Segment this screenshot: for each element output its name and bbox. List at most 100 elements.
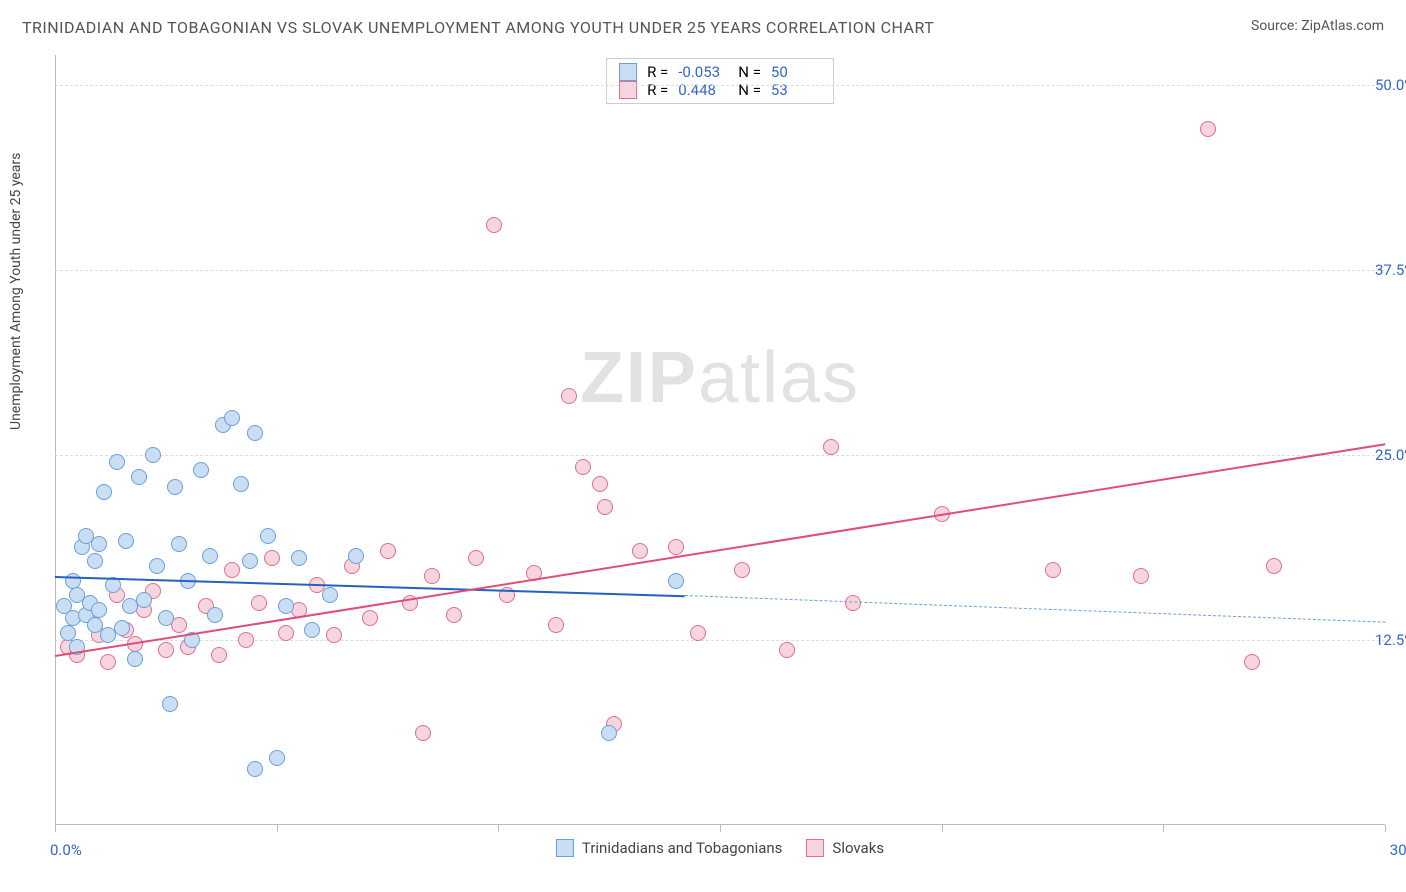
data-point	[1133, 568, 1149, 584]
data-point	[548, 617, 564, 633]
data-point	[131, 469, 147, 485]
data-point	[109, 454, 125, 470]
data-point	[136, 592, 152, 608]
data-point	[690, 625, 706, 641]
x-tick	[1385, 825, 1386, 832]
y-tick-label: 50.0%	[1375, 76, 1406, 94]
data-point	[207, 607, 223, 623]
x-tick	[1163, 825, 1164, 832]
data-point	[1244, 654, 1260, 670]
x-tick-label-max: 30.0%	[1390, 841, 1406, 859]
data-point	[247, 425, 263, 441]
data-point	[91, 536, 107, 552]
data-point	[561, 388, 577, 404]
y-tick-label: 12.5%	[1375, 631, 1406, 649]
data-point	[118, 533, 134, 549]
data-point	[1200, 121, 1216, 137]
data-point	[233, 476, 249, 492]
bottom-legend: Trinidadians and Tobagonians Slovaks	[556, 839, 884, 857]
data-point	[158, 642, 174, 658]
data-point	[114, 620, 130, 636]
data-point	[149, 558, 165, 574]
data-point	[468, 550, 484, 566]
data-point	[171, 536, 187, 552]
data-point	[291, 550, 307, 566]
data-point	[260, 528, 276, 544]
x-tick-label-min: 0.0%	[50, 841, 82, 859]
data-point	[424, 568, 440, 584]
data-point	[1266, 558, 1282, 574]
data-point	[96, 484, 112, 500]
data-point	[269, 750, 285, 766]
data-point	[823, 439, 839, 455]
data-point	[91, 602, 107, 618]
data-point	[326, 627, 342, 643]
data-point	[100, 654, 116, 670]
x-tick	[55, 825, 56, 832]
data-point	[1045, 562, 1061, 578]
legend-label-0: Trinidadians and Tobagonians	[582, 839, 782, 857]
data-point	[592, 476, 608, 492]
data-point	[211, 647, 227, 663]
data-point	[845, 595, 861, 611]
legend-item-0: Trinidadians and Tobagonians	[556, 839, 782, 857]
y-axis-label: Unemployment Among Youth under 25 years	[8, 153, 24, 430]
data-point	[575, 459, 591, 475]
data-point	[145, 447, 161, 463]
data-point	[322, 587, 338, 603]
data-point	[158, 610, 174, 626]
data-point	[348, 548, 364, 564]
trend-line	[55, 443, 1385, 657]
data-point	[278, 598, 294, 614]
y-tick-label: 37.5%	[1375, 261, 1406, 279]
legend-item-1: Slovaks	[806, 839, 884, 857]
data-point	[601, 725, 617, 741]
data-point	[238, 632, 254, 648]
watermark: ZIPatlas	[580, 337, 860, 419]
trend-line-dashed	[685, 595, 1385, 623]
data-point	[242, 553, 258, 569]
data-point	[597, 499, 613, 515]
data-point	[202, 548, 218, 564]
data-point	[251, 595, 267, 611]
data-point	[247, 761, 263, 777]
grid-line	[55, 85, 1385, 86]
x-tick	[498, 825, 499, 832]
grid-line	[55, 640, 1385, 641]
x-tick	[720, 825, 721, 832]
data-point	[415, 725, 431, 741]
y-tick-label: 25.0%	[1375, 446, 1406, 464]
x-tick	[277, 825, 278, 832]
data-point	[193, 462, 209, 478]
data-point	[127, 651, 143, 667]
legend-swatch-1	[806, 839, 824, 857]
data-point	[65, 573, 81, 589]
data-point	[668, 539, 684, 555]
stats-legend: R = -0.053 N = 50 R = 0.448 N = 53	[606, 58, 834, 104]
y-axis-line	[55, 55, 56, 825]
data-point	[362, 610, 378, 626]
data-point	[734, 562, 750, 578]
stats-row-0: R = -0.053 N = 50	[619, 63, 821, 81]
scatter-plot: ZIPatlas R = -0.053 N = 50 R = 0.448 N =…	[55, 55, 1385, 825]
data-point	[87, 553, 103, 569]
x-tick	[942, 825, 943, 832]
chart-title: TRINIDADIAN AND TOBAGONIAN VS SLOVAK UNE…	[22, 18, 934, 37]
data-point	[486, 217, 502, 233]
data-point	[668, 573, 684, 589]
legend-swatch-0	[556, 839, 574, 857]
n-value-0: 50	[771, 63, 821, 81]
data-point	[278, 625, 294, 641]
data-point	[60, 625, 76, 641]
swatch-series-0	[619, 63, 637, 81]
grid-line	[55, 270, 1385, 271]
data-point	[162, 696, 178, 712]
data-point	[632, 543, 648, 559]
r-value-0: -0.053	[678, 63, 728, 81]
data-point	[446, 607, 462, 623]
grid-line	[55, 455, 1385, 456]
data-point	[264, 550, 280, 566]
data-point	[167, 479, 183, 495]
data-point	[304, 622, 320, 638]
source-label: Source: ZipAtlas.com	[1251, 18, 1384, 34]
